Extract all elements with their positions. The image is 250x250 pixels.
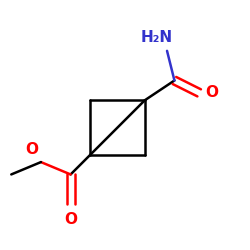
- Text: O: O: [26, 142, 38, 157]
- Text: O: O: [205, 85, 218, 100]
- Text: H₂N: H₂N: [141, 30, 173, 45]
- Text: O: O: [64, 212, 77, 226]
